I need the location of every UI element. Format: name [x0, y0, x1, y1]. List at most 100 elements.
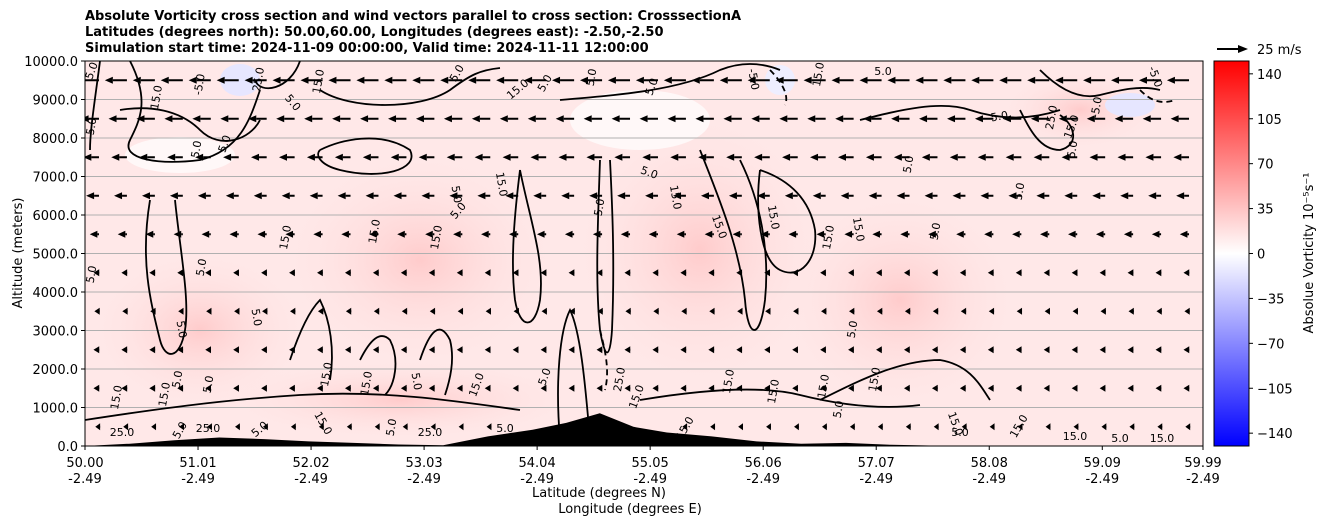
contour-label: 25.0 — [611, 366, 628, 392]
wind-arrow — [443, 115, 463, 123]
wind-arrow — [974, 115, 994, 123]
x-axis-label-lat: Latitude (degrees N) — [532, 486, 666, 501]
wind-arrow-head — [149, 269, 156, 277]
wind-arrow — [924, 192, 938, 200]
wind-arrow-head — [262, 307, 268, 315]
wind-arrow — [960, 307, 967, 315]
wind-arrow-head — [952, 192, 961, 200]
wind-arrow — [673, 192, 686, 200]
contour-label: 5.0 — [496, 422, 514, 435]
wind-arrow-head — [313, 230, 321, 238]
wind-arrow-head — [216, 76, 225, 84]
wind-arrow — [709, 307, 715, 315]
wind-arrow-head — [1012, 230, 1020, 238]
wind-arrow-head — [169, 192, 178, 200]
wind-arrow-head — [760, 230, 769, 238]
contour-label: 5.0 — [831, 400, 847, 419]
wind-arrow — [904, 269, 910, 277]
wind-arrow — [261, 346, 267, 354]
contour-label: 15.0 — [765, 378, 782, 404]
wind-arrow-head — [388, 115, 397, 123]
wind-arrow-head — [876, 269, 882, 277]
contour-label: 15.0 — [277, 224, 294, 250]
wind-arrow-head — [337, 192, 346, 200]
wind-arrow-head — [429, 307, 436, 315]
wind-arrow-head — [85, 115, 89, 123]
wind-arrow-head — [924, 192, 933, 200]
wind-arrow — [345, 307, 352, 315]
wind-arrow-head — [624, 384, 631, 392]
wind-arrow-head — [177, 346, 184, 354]
contour-label: 15.0 — [428, 224, 445, 250]
wind-arrow-head — [93, 269, 100, 277]
wind-arrow-head — [648, 230, 657, 238]
wind-arrow-head — [876, 307, 883, 315]
wind-arrow-head — [1064, 192, 1073, 200]
wind-arrow-head — [317, 384, 323, 392]
wind-arrow-head — [872, 230, 880, 238]
wind-arrow-head — [984, 230, 992, 238]
wind-arrow-head — [205, 384, 212, 392]
wind-arrow — [723, 115, 742, 123]
wind-arrow — [306, 153, 323, 161]
wind-arrow-head — [617, 192, 626, 200]
wind-arrow — [1095, 230, 1106, 238]
wind-arrow — [980, 192, 994, 200]
wind-arrow-head — [151, 423, 157, 431]
wind-arrow-head — [848, 346, 854, 354]
wind-arrow-head — [1033, 153, 1042, 161]
wind-arrow — [1127, 346, 1134, 354]
wind-arrow — [317, 307, 324, 315]
y-tick-label: 6000.0 — [33, 209, 79, 224]
wind-arrow — [471, 115, 491, 123]
wind-arrow — [848, 269, 854, 277]
wind-arrow — [760, 230, 770, 238]
wind-arrow-head — [652, 346, 659, 354]
wind-arrow — [820, 346, 826, 354]
wind-arrow — [680, 269, 687, 277]
wind-arrow-head — [624, 269, 631, 277]
wind-arrow-head — [369, 230, 377, 238]
wind-arrow — [732, 230, 742, 238]
wind-arrow-head — [540, 384, 547, 392]
wind-arrow — [365, 192, 379, 200]
wind-arrow — [921, 153, 938, 161]
wind-arrow-head — [1183, 384, 1190, 392]
wind-arrow-head — [956, 230, 964, 238]
wind-arrow-head — [141, 192, 150, 200]
wind-arrow — [876, 346, 882, 354]
wind-arrow-head — [220, 115, 229, 123]
wind-arrow — [440, 76, 463, 84]
wind-arrow-head — [117, 230, 126, 238]
x-tick-label-lon: -2.49 — [294, 472, 328, 487]
wind-arrow-head — [700, 192, 709, 200]
wind-arrow — [848, 384, 854, 392]
contour-label: 5.0 — [201, 375, 217, 394]
wind-arrow — [988, 307, 995, 315]
wind-arrow — [1151, 230, 1162, 238]
wind-arrow-head — [848, 384, 854, 392]
wind-arrow-head — [177, 269, 184, 277]
colorbar-tick-label: 140 — [1257, 68, 1282, 83]
wind-arrow-head — [306, 153, 315, 161]
wind-arrow — [568, 346, 575, 354]
contour-label: 5.0 — [639, 164, 660, 182]
wind-arrow — [456, 346, 463, 354]
wind-arrow-head — [1155, 346, 1162, 354]
wind-arrow-head — [765, 307, 771, 315]
wind-arrow-head — [341, 230, 349, 238]
wind-arrow-head — [792, 346, 798, 354]
wind-arrow-head — [372, 346, 379, 354]
wind-arrow-head — [167, 153, 176, 161]
wind-arrow-head — [704, 230, 713, 238]
wind-arrow — [931, 384, 938, 392]
wind-arrow — [205, 346, 212, 354]
wind-arrow — [262, 307, 268, 315]
wind-arrow-head — [974, 115, 983, 123]
wind-arrow — [207, 423, 212, 431]
x-tick-label-lon: -2.49 — [972, 472, 1006, 487]
wind-arrow — [794, 423, 799, 431]
wind-arrow-head — [682, 423, 688, 431]
wind-arrow — [1089, 153, 1106, 161]
wind-arrow-head — [262, 423, 268, 431]
